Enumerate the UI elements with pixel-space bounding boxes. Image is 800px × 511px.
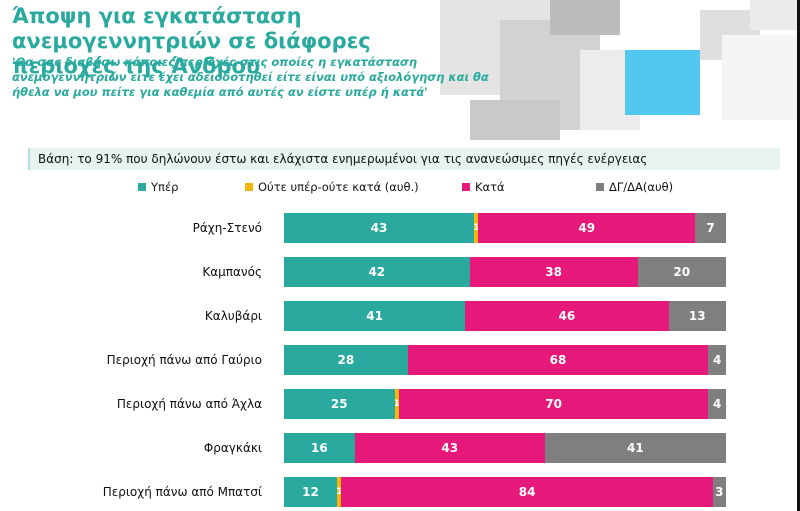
data-label: 46 <box>558 309 576 323</box>
bar-segment-kata: 46 <box>465 301 669 331</box>
category-label: Καλυβάρι <box>204 309 262 323</box>
bar-segment-neutral: 1 <box>337 477 342 507</box>
data-label: 1 <box>394 399 399 409</box>
bar-segment-kata: 84 <box>341 477 713 507</box>
chart-title: Άποψη για εγκατάσταση ανεμογεννητριών σε… <box>12 4 371 78</box>
data-label: 28 <box>337 353 355 367</box>
data-label: 20 <box>673 265 691 279</box>
stacked-bar-chart: Ράχη-Στενό 43 1 49 7 Καμπανός 42 38 20 Καλυβάρι 41… <box>0 205 800 511</box>
bar-row: Περιοχή πάνω από Άχλα 25 1 70 4 <box>0 389 800 419</box>
bar-row: Ράχη-Στενό 43 1 49 7 <box>0 213 800 243</box>
window-edge <box>797 0 800 511</box>
bar-segment-neutral: 1 <box>394 389 399 419</box>
bar-segment-yper: 28 <box>284 345 408 375</box>
data-label: 42 <box>368 265 386 279</box>
legend-item-neutral: Ούτε υπέρ-ούτε κατά (αυθ.) <box>245 180 419 194</box>
legend-label-kata: Κατά <box>475 180 505 194</box>
category-label: Περιοχή πάνω από Γαύριο <box>106 353 262 367</box>
bar-row: Φραγκάκι 16 43 41 <box>0 433 800 463</box>
bar-row: Καλυβάρι 41 46 13 <box>0 301 800 331</box>
bar-track: 28 68 4 <box>284 345 726 375</box>
category-label: Καμπανός <box>202 265 262 279</box>
data-label: 4 <box>712 353 722 367</box>
header-decoration <box>430 0 800 140</box>
data-label: 68 <box>549 353 567 367</box>
bar-segment-kata: 49 <box>478 213 696 243</box>
category-label: Ράχη-Στενό <box>192 221 262 235</box>
bar-segment-yper: 43 <box>284 213 475 243</box>
bar-segment-dk: 13 <box>668 301 726 331</box>
bar-row: Περιοχή πάνω από Μπατσί 12 1 84 3 <box>0 477 800 507</box>
bar-track: 16 43 41 <box>284 433 726 463</box>
data-label: 43 <box>370 221 388 235</box>
legend-label-yper: Υπέρ <box>151 180 179 194</box>
bar-track: 25 1 70 4 <box>284 389 726 419</box>
bar-segment-kata: 68 <box>407 345 709 375</box>
legend-item-dk: ΔΓ/ΔΑ(αυθ) <box>596 180 673 194</box>
bar-segment-kata: 38 <box>469 257 638 287</box>
bar-segment-kata: 43 <box>354 433 545 463</box>
data-label: 84 <box>518 485 536 499</box>
bar-segment-yper: 25 <box>284 389 395 419</box>
bar-track: 42 38 20 <box>284 257 726 287</box>
bar-segment-yper: 16 <box>284 433 355 463</box>
bar-track: 41 46 13 <box>284 301 726 331</box>
data-label: 25 <box>330 397 348 411</box>
bar-segment-dk: 41 <box>544 433 726 463</box>
data-label: 1 <box>474 223 479 233</box>
bar-row: Καμπανός 42 38 20 <box>0 257 800 287</box>
data-label: 12 <box>302 485 319 499</box>
data-label: 70 <box>545 397 562 411</box>
data-label: 38 <box>545 265 562 279</box>
data-label: 41 <box>627 441 644 455</box>
legend: Υπέρ Ούτε υπέρ-ούτε κατά (αυθ.) Κατά ΔΓ/… <box>0 180 800 198</box>
bar-track: 43 1 49 7 <box>284 213 726 243</box>
data-label: 3 <box>715 485 724 499</box>
legend-swatch-neutral <box>245 183 253 191</box>
data-label: 16 <box>311 441 328 455</box>
bar-segment-neutral: 1 <box>474 213 479 243</box>
bar-segment-kata: 70 <box>398 389 709 419</box>
data-label: 49 <box>578 221 596 235</box>
data-label: 1 <box>337 487 342 497</box>
category-label: Περιοχή πάνω από Άχλα <box>116 397 262 411</box>
data-label: 43 <box>441 441 459 455</box>
legend-swatch-yper <box>138 183 146 191</box>
bar-segment-dk: 7 <box>695 213 726 243</box>
base-note: Βάση: το 91% που δηλώνουν έστω και ελάχι… <box>28 148 780 170</box>
bar-segment-yper: 42 <box>284 257 470 287</box>
bar-row: Περιοχή πάνω από Γαύριο 28 68 4 <box>0 345 800 375</box>
bar-segment-dk: 3 <box>712 477 726 507</box>
bar-segment-yper: 41 <box>284 301 466 331</box>
data-label: 7 <box>706 221 715 235</box>
bar-segment-dk: 4 <box>708 345 726 375</box>
chart-subtitle: 'Θα σας διαβάσω κάποιες περιοχές στις οπ… <box>12 55 489 99</box>
data-label: 4 <box>712 397 722 411</box>
legend-label-neutral: Ούτε υπέρ-ούτε κατά (αυθ.) <box>258 180 419 194</box>
category-label: Περιοχή πάνω από Μπατσί <box>102 485 262 499</box>
data-label: 13 <box>688 309 706 323</box>
legend-item-yper: Υπέρ <box>138 180 178 194</box>
bar-segment-dk: 4 <box>708 389 726 419</box>
bar-segment-yper: 12 <box>284 477 338 507</box>
category-label: Φραγκάκι <box>203 441 262 455</box>
bar-track: 12 1 84 3 <box>284 477 726 507</box>
bar-segment-dk: 20 <box>637 257 726 287</box>
legend-item-kata: Κατά <box>462 180 505 194</box>
legend-swatch-dk <box>596 183 604 191</box>
legend-swatch-kata <box>462 183 470 191</box>
legend-label-dk: ΔΓ/ΔΑ(αυθ) <box>609 180 674 194</box>
data-label: 41 <box>366 309 383 323</box>
